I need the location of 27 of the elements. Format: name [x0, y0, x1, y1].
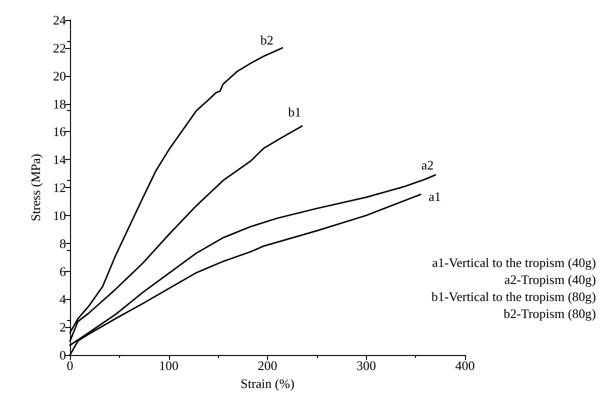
y-tick-label: 24: [53, 12, 66, 28]
y-tick-label: 2: [60, 320, 66, 335]
series-label: b2: [260, 32, 274, 48]
y-tick-label: 10: [53, 208, 66, 223]
x-tick-label: 300: [356, 358, 376, 373]
y-tick-label: 12: [53, 180, 66, 195]
x-tick-label: 100: [159, 358, 178, 373]
text: b2-Tropism (80g): [504, 306, 596, 321]
y-tick-label: 14: [53, 152, 66, 168]
annotation: a1-Vertical to the tropism (40g): [432, 255, 596, 270]
y-tick-label: 22: [53, 40, 66, 56]
y-tick-label: 18: [53, 96, 66, 112]
y-tick-label: 4: [60, 292, 66, 307]
annotation: b1-Vertical to the tropism (80g): [431, 289, 596, 304]
y-tick-label: 6: [60, 264, 66, 279]
y-axis-title: Stress (MPa): [28, 154, 44, 222]
y-tick-label: 20: [53, 68, 66, 84]
y-tick-label: 0: [60, 348, 66, 362]
y-tick-label: 16: [53, 124, 66, 140]
text: a2-Tropism (40g): [504, 272, 596, 287]
x-axis-title: Strain (%): [240, 376, 294, 391]
x-tick-label: 200: [258, 358, 278, 373]
series-label: a1: [428, 188, 441, 204]
series-label: b1: [288, 104, 302, 120]
series-label: a2: [421, 157, 434, 172]
y-tick-label: 8: [60, 236, 66, 251]
x-tick-label: 400: [455, 358, 475, 373]
